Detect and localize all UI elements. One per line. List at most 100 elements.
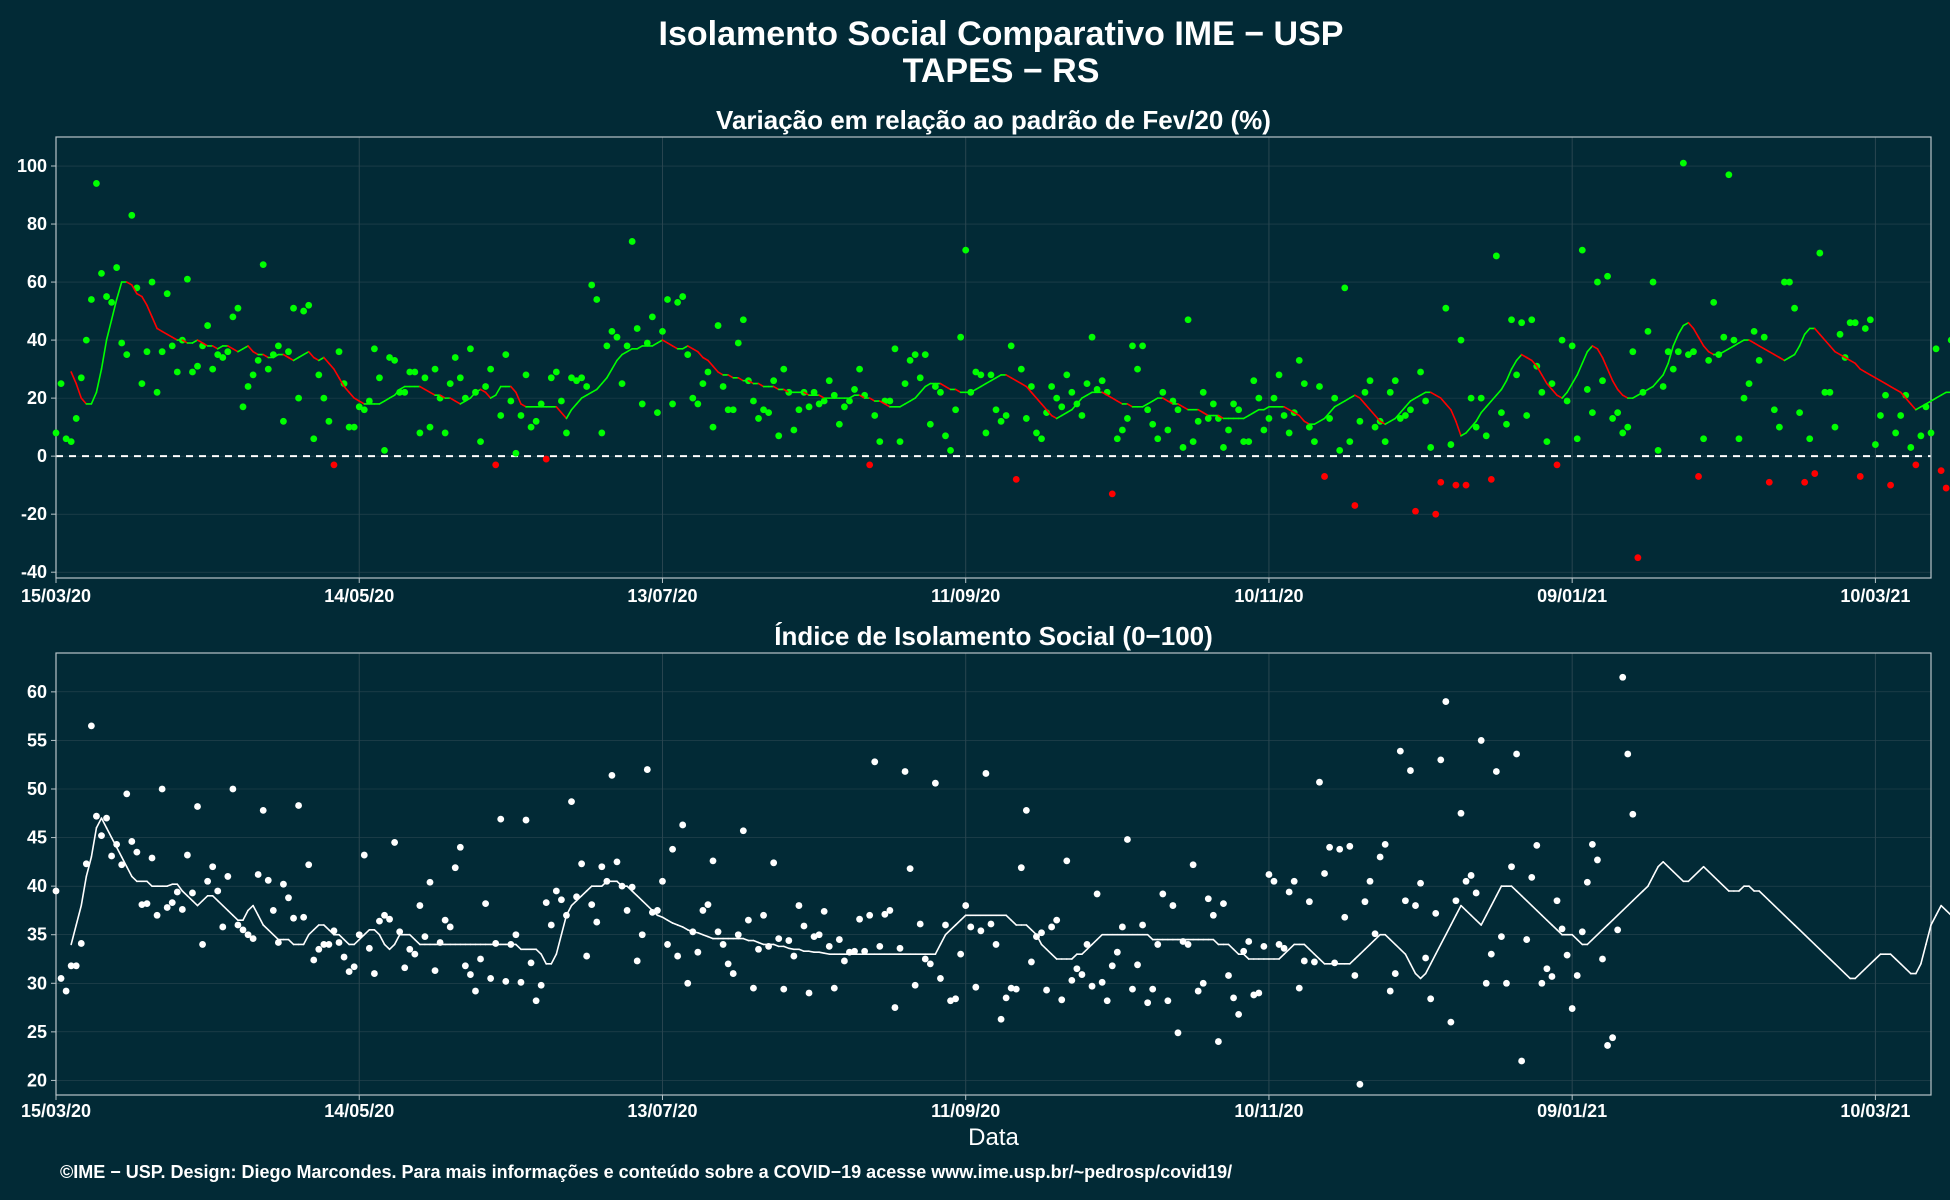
moving-average-line-segment xyxy=(227,909,234,917)
data-point xyxy=(406,945,414,953)
moving-average-line-segment xyxy=(510,385,517,394)
data-point xyxy=(643,339,651,347)
moving-average-line-segment xyxy=(1915,963,1922,975)
data-point xyxy=(163,904,171,911)
data-point xyxy=(178,906,186,913)
data-point xyxy=(1568,342,1576,350)
data-point xyxy=(1336,845,1344,853)
data-point xyxy=(1240,438,1248,446)
x-tick-label: 11/09/20 xyxy=(931,586,1000,606)
moving-average-line-segment xyxy=(383,397,391,402)
data-point xyxy=(123,790,131,798)
data-point xyxy=(1836,330,1844,338)
moving-average-line-segment xyxy=(141,295,148,307)
moving-average-line-segment xyxy=(1945,909,1950,916)
moving-average-line-segment xyxy=(1439,933,1447,946)
data-point xyxy=(654,409,661,417)
data-point xyxy=(815,400,823,408)
data-point xyxy=(1235,1010,1243,1018)
data-point xyxy=(1523,936,1531,943)
data-point xyxy=(684,351,692,358)
data-point xyxy=(1624,750,1632,758)
moving-average-line-segment xyxy=(343,938,350,946)
data-point xyxy=(694,400,702,408)
data-point xyxy=(1624,423,1632,431)
moving-average-line-segment xyxy=(702,356,709,362)
moving-average-line-segment xyxy=(312,924,320,931)
data-point xyxy=(274,342,282,350)
moving-average-line-segment xyxy=(1824,953,1831,960)
moving-average-line-segment xyxy=(515,943,522,951)
data-point xyxy=(1588,409,1596,417)
moving-average-line-segment xyxy=(585,391,593,397)
data-point xyxy=(1159,388,1167,396)
moving-average-line-segment xyxy=(459,400,467,405)
data-point xyxy=(1295,984,1303,992)
data-point xyxy=(325,417,333,425)
moving-average-line-segment xyxy=(1788,919,1796,926)
y-tick-label: 30 xyxy=(27,973,47,993)
y-tick-label: 20 xyxy=(27,388,47,408)
data-point xyxy=(386,354,393,361)
data-point xyxy=(1462,481,1470,489)
data-point xyxy=(527,959,535,967)
moving-average-line-segment xyxy=(1510,359,1518,370)
moving-average-line-segment xyxy=(1359,948,1366,955)
moving-average-line-segment xyxy=(555,933,563,955)
moving-average-line-segment xyxy=(176,883,184,892)
moving-average-line-segment xyxy=(1338,400,1346,405)
moving-average-line-segment xyxy=(691,930,699,934)
moving-average-line-segment xyxy=(1030,929,1038,936)
moving-average-line-segment xyxy=(398,385,406,391)
data-point xyxy=(1346,842,1354,850)
moving-average-line-segment xyxy=(782,945,790,950)
moving-average-line-segment xyxy=(1556,394,1563,399)
data-point xyxy=(1619,429,1627,437)
data-point xyxy=(1401,412,1409,419)
moving-average-line-segment xyxy=(590,388,598,394)
data-point xyxy=(184,851,191,859)
data-point xyxy=(1007,984,1015,992)
data-point xyxy=(1012,985,1020,993)
data-point xyxy=(98,269,105,277)
data-point xyxy=(234,304,242,312)
moving-average-line-segment xyxy=(1394,943,1402,951)
x-tick-label: 10/03/21 xyxy=(1840,1101,1910,1121)
data-point xyxy=(734,339,742,347)
data-point xyxy=(810,388,818,396)
moving-average-line-segment xyxy=(1601,356,1609,370)
moving-average-line-segment xyxy=(671,922,679,926)
moving-average-line-segment xyxy=(1399,406,1407,414)
data-point xyxy=(704,368,712,376)
moving-average-line-segment xyxy=(1586,345,1594,353)
moving-average-line-segment xyxy=(1773,353,1781,359)
data-point xyxy=(1139,921,1146,929)
data-point xyxy=(1629,810,1637,818)
data-point xyxy=(603,342,611,350)
moving-average-line-segment xyxy=(1106,394,1114,399)
moving-average-line-segment xyxy=(515,391,522,405)
data-point xyxy=(613,333,621,341)
data-point xyxy=(1659,383,1667,390)
data-point xyxy=(62,435,70,443)
data-point xyxy=(1932,345,1940,353)
data-point xyxy=(1270,394,1278,402)
data-point xyxy=(1654,446,1662,454)
data-point xyxy=(1816,249,1824,257)
moving-average-line-segment xyxy=(85,856,93,878)
moving-average-line-segment xyxy=(1419,972,1427,980)
moving-average-line-segment xyxy=(580,890,588,897)
moving-average-line-segment xyxy=(919,385,927,394)
moving-average-line-segment xyxy=(1303,420,1311,426)
data-point xyxy=(1098,978,1106,986)
data-point xyxy=(189,368,196,376)
data-point xyxy=(820,908,828,915)
moving-average-line-segment xyxy=(181,339,189,344)
moving-average-line-segment xyxy=(757,941,765,946)
data-point xyxy=(360,851,368,859)
moving-average-line-segment xyxy=(146,880,153,887)
data-point xyxy=(1644,327,1652,335)
data-point xyxy=(391,839,399,846)
data-point xyxy=(871,412,879,419)
moving-average-line-segment xyxy=(1854,362,1862,370)
